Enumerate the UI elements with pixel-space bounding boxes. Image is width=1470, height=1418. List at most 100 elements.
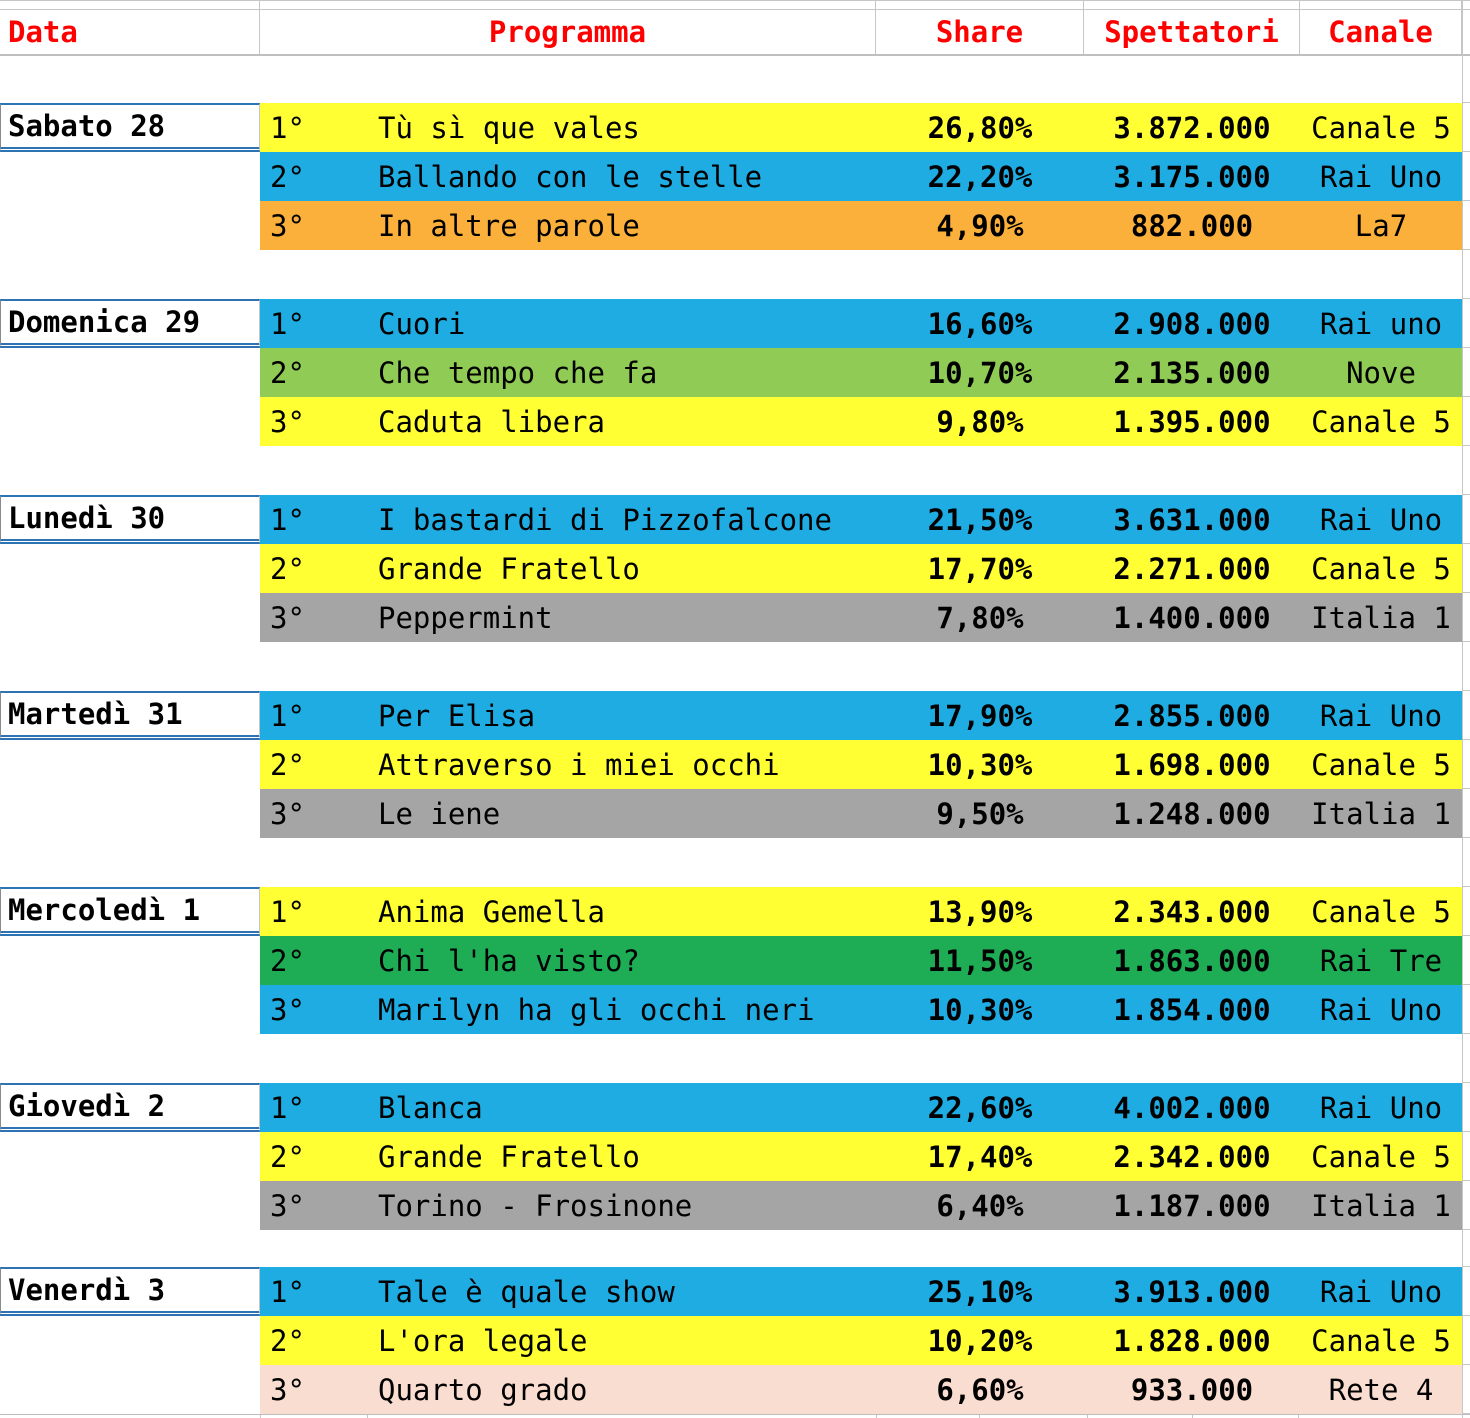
date-cell[interactable] (0, 1132, 260, 1181)
channel-cell[interactable]: Canale 5 (1300, 1132, 1462, 1181)
program-cell[interactable]: Tale è quale show (367, 1267, 876, 1316)
share-cell[interactable]: 17,90% (876, 691, 1084, 740)
viewers-cell[interactable]: 2.342.000 (1084, 1132, 1300, 1181)
channel-cell[interactable]: Rai Tre (1300, 936, 1462, 985)
share-cell[interactable]: 10,30% (876, 740, 1084, 789)
program-cell[interactable]: Anima Gemella (367, 887, 876, 936)
channel-cell[interactable]: Italia 1 (1300, 593, 1462, 642)
channel-cell[interactable]: Rai uno (1300, 299, 1462, 348)
viewers-cell[interactable]: 4.002.000 (1084, 1083, 1300, 1132)
rank-cell[interactable]: 3° (260, 201, 367, 250)
program-cell[interactable]: I bastardi di Pizzofalcone (367, 495, 876, 544)
share-cell[interactable]: 16,60% (876, 299, 1084, 348)
col-header-data[interactable]: Data (0, 10, 260, 54)
col-header-canale[interactable]: Canale (1300, 10, 1462, 54)
program-cell[interactable]: Quarto grado (367, 1365, 876, 1414)
channel-cell[interactable]: Rai Uno (1300, 1083, 1462, 1132)
rank-cell[interactable]: 2° (260, 1316, 367, 1365)
share-cell[interactable]: 6,60% (876, 1365, 1084, 1414)
viewers-cell[interactable]: 1.698.000 (1084, 740, 1300, 789)
date-cell[interactable] (0, 1181, 260, 1230)
share-cell[interactable]: 17,40% (876, 1132, 1084, 1181)
program-cell[interactable]: Cuori (367, 299, 876, 348)
viewers-cell[interactable]: 1.400.000 (1084, 593, 1300, 642)
program-cell[interactable]: Per Elisa (367, 691, 876, 740)
rank-cell[interactable]: 1° (260, 103, 367, 152)
channel-cell[interactable]: Rai Uno (1300, 691, 1462, 740)
rank-cell[interactable]: 3° (260, 1365, 367, 1414)
program-cell[interactable]: Grande Fratello (367, 544, 876, 593)
date-cell[interactable]: Lunedì 30 (0, 495, 260, 544)
program-cell[interactable]: Ballando con le stelle (367, 152, 876, 201)
viewers-cell[interactable]: 1.395.000 (1084, 397, 1300, 446)
share-cell[interactable]: 4,90% (876, 201, 1084, 250)
date-cell[interactable] (0, 789, 260, 838)
rank-cell[interactable]: 1° (260, 1083, 367, 1132)
share-cell[interactable]: 26,80% (876, 103, 1084, 152)
date-cell[interactable]: Giovedì 2 (0, 1083, 260, 1132)
rank-cell[interactable]: 2° (260, 740, 367, 789)
viewers-cell[interactable]: 2.135.000 (1084, 348, 1300, 397)
program-cell[interactable]: Marilyn ha gli occhi neri (367, 985, 876, 1034)
date-cell[interactable] (0, 936, 260, 985)
channel-cell[interactable]: La7 (1300, 201, 1462, 250)
channel-cell[interactable]: Canale 5 (1300, 103, 1462, 152)
col-header-share[interactable]: Share (876, 10, 1084, 54)
channel-cell[interactable]: Canale 5 (1300, 1316, 1462, 1365)
date-cell[interactable]: Venerdì 3 (0, 1267, 260, 1316)
share-cell[interactable]: 22,60% (876, 1083, 1084, 1132)
program-cell[interactable]: Tù sì que vales (367, 103, 876, 152)
share-cell[interactable]: 13,90% (876, 887, 1084, 936)
channel-cell[interactable]: Rai Uno (1300, 985, 1462, 1034)
share-cell[interactable]: 9,80% (876, 397, 1084, 446)
share-cell[interactable]: 9,50% (876, 789, 1084, 838)
date-cell[interactable] (0, 348, 260, 397)
share-cell[interactable]: 7,80% (876, 593, 1084, 642)
date-cell[interactable] (0, 397, 260, 446)
rank-cell[interactable]: 1° (260, 495, 367, 544)
viewers-cell[interactable]: 2.271.000 (1084, 544, 1300, 593)
channel-cell[interactable]: Nove (1300, 348, 1462, 397)
viewers-cell[interactable]: 3.631.000 (1084, 495, 1300, 544)
program-cell[interactable]: Le iene (367, 789, 876, 838)
rank-cell[interactable]: 2° (260, 152, 367, 201)
date-cell[interactable] (0, 152, 260, 201)
rank-cell[interactable]: 1° (260, 299, 367, 348)
viewers-cell[interactable]: 3.175.000 (1084, 152, 1300, 201)
date-cell[interactable] (0, 1316, 260, 1365)
channel-cell[interactable]: Rai Uno (1300, 152, 1462, 201)
share-cell[interactable]: 10,30% (876, 985, 1084, 1034)
viewers-cell[interactable]: 1.187.000 (1084, 1181, 1300, 1230)
date-cell[interactable]: Domenica 29 (0, 299, 260, 348)
date-cell[interactable] (0, 985, 260, 1034)
date-cell[interactable]: Sabato 28 (0, 103, 260, 152)
channel-cell[interactable]: Canale 5 (1300, 544, 1462, 593)
channel-cell[interactable]: Rai Uno (1300, 1267, 1462, 1316)
viewers-cell[interactable]: 933.000 (1084, 1365, 1300, 1414)
share-cell[interactable]: 17,70% (876, 544, 1084, 593)
rank-cell[interactable]: 1° (260, 691, 367, 740)
program-cell[interactable]: Blanca (367, 1083, 876, 1132)
program-cell[interactable]: Torino - Frosinone (367, 1181, 876, 1230)
viewers-cell[interactable]: 2.855.000 (1084, 691, 1300, 740)
rank-cell[interactable]: 3° (260, 1181, 367, 1230)
program-cell[interactable]: Attraverso i miei occhi (367, 740, 876, 789)
channel-cell[interactable]: Canale 5 (1300, 887, 1462, 936)
rank-cell[interactable]: 3° (260, 397, 367, 446)
program-cell[interactable]: Chi l'ha visto? (367, 936, 876, 985)
viewers-cell[interactable]: 2.343.000 (1084, 887, 1300, 936)
channel-cell[interactable]: Italia 1 (1300, 1181, 1462, 1230)
rank-cell[interactable]: 2° (260, 348, 367, 397)
rank-cell[interactable]: 2° (260, 1132, 367, 1181)
date-cell[interactable]: Martedì 31 (0, 691, 260, 740)
program-cell[interactable]: In altre parole (367, 201, 876, 250)
share-cell[interactable]: 22,20% (876, 152, 1084, 201)
channel-cell[interactable]: Canale 5 (1300, 740, 1462, 789)
channel-cell[interactable]: Rete 4 (1300, 1365, 1462, 1414)
program-cell[interactable]: Che tempo che fa (367, 348, 876, 397)
date-cell[interactable] (0, 740, 260, 789)
col-header-programma[interactable]: Programma (260, 10, 876, 54)
date-cell[interactable] (0, 201, 260, 250)
viewers-cell[interactable]: 2.908.000 (1084, 299, 1300, 348)
share-cell[interactable]: 6,40% (876, 1181, 1084, 1230)
